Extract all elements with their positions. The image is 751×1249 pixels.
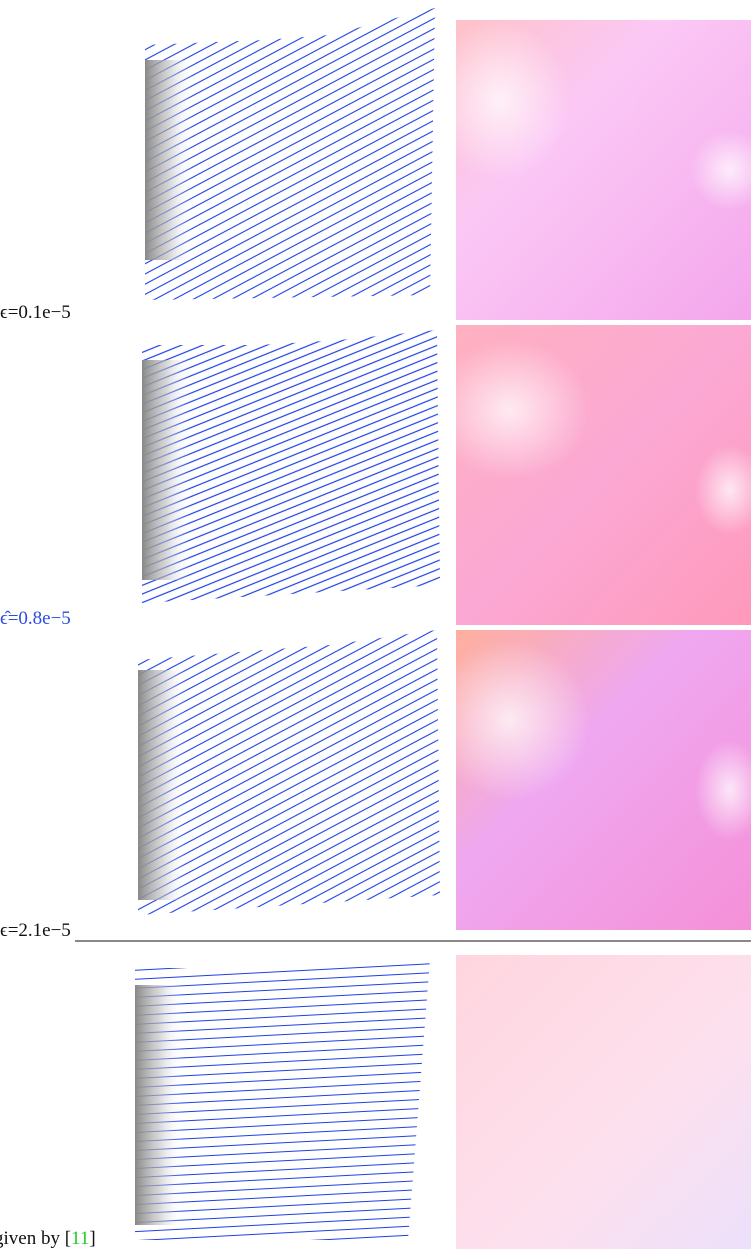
flow-field-2 [142,330,440,603]
image-2 [430,325,751,625]
caption-end: ] [89,1228,95,1249]
image-3 [430,630,751,930]
row-label: ϵ=2.1e−5 [0,920,71,942]
row-label: ϵ̂=0.8e−5 [0,608,71,630]
figure: ϵ=0.1e−5 ϵ̂=0.8e−5 ϵ=2.1e−5 given by [11… [0,0,751,1249]
flow-field-4 [135,960,430,1240]
citation[interactable]: 11 [71,1228,89,1249]
flow-field-3 [138,630,440,915]
row-label: ϵ=0.1e−5 [0,302,71,324]
image-1 [430,20,751,320]
image-4 [456,955,751,1249]
figure-graphics [0,0,751,1249]
caption-text: given by [ [0,1228,71,1249]
caption: given by [11] [0,1228,96,1249]
flow-field-1 [145,8,435,300]
